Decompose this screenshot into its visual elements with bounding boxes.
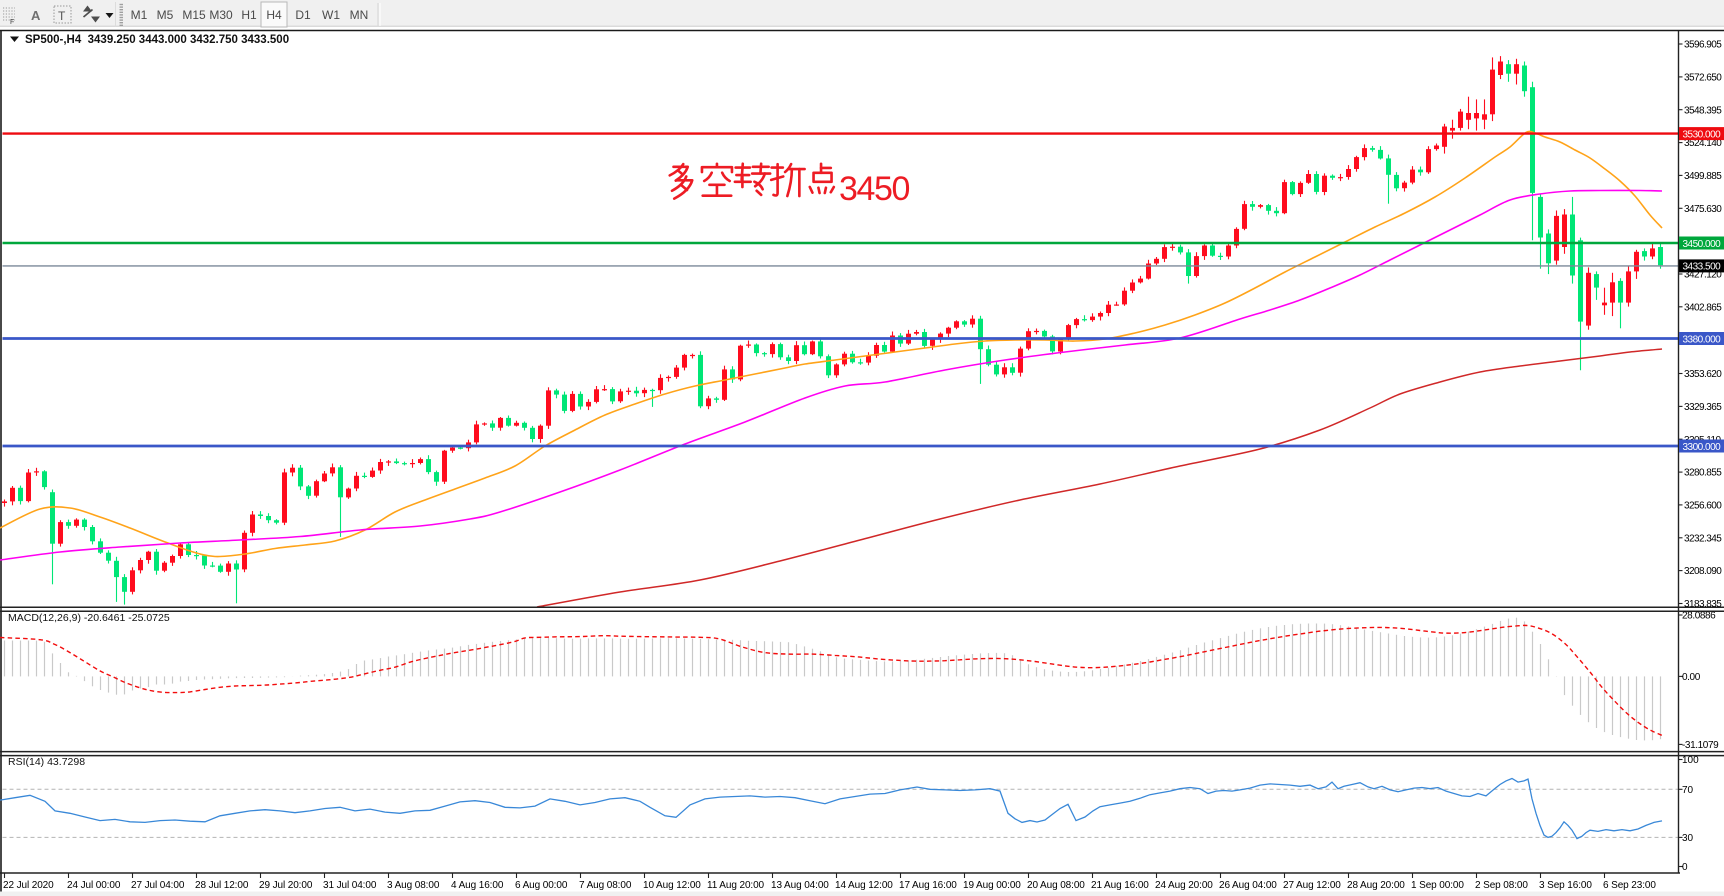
svg-text:21 Aug 16:00: 21 Aug 16:00 xyxy=(1091,880,1149,891)
svg-text:3232.345: 3232.345 xyxy=(1684,533,1722,544)
svg-text:3433.500: 3433.500 xyxy=(1683,262,1722,273)
svg-text:3183.835: 3183.835 xyxy=(1684,599,1722,610)
svg-text:0: 0 xyxy=(1682,862,1688,873)
svg-text:3300.000: 3300.000 xyxy=(1683,442,1722,453)
svg-text:3530.000: 3530.000 xyxy=(1683,129,1722,140)
svg-text:28.0886: 28.0886 xyxy=(1682,611,1716,622)
svg-text:M1: M1 xyxy=(131,8,148,22)
svg-text:19 Aug 00:00: 19 Aug 00:00 xyxy=(963,880,1021,891)
svg-text:F: F xyxy=(10,19,14,26)
svg-text:6 Sep 23:00: 6 Sep 23:00 xyxy=(1603,880,1656,891)
svg-text:3572.650: 3572.650 xyxy=(1684,73,1722,84)
svg-text:17 Aug 16:00: 17 Aug 16:00 xyxy=(899,880,957,891)
svg-text:1 Sep 00:00: 1 Sep 00:00 xyxy=(1411,880,1464,891)
svg-text:3499.885: 3499.885 xyxy=(1684,171,1722,182)
svg-text:27 Jul 04:00: 27 Jul 04:00 xyxy=(131,880,185,891)
svg-text:M5: M5 xyxy=(157,8,174,22)
svg-text:W1: W1 xyxy=(322,8,340,22)
svg-text:70: 70 xyxy=(1682,785,1694,796)
svg-text:100: 100 xyxy=(1682,755,1699,766)
svg-text:24 Aug 20:00: 24 Aug 20:00 xyxy=(1155,880,1213,891)
svg-text:M30: M30 xyxy=(209,8,233,22)
svg-text:H1: H1 xyxy=(241,8,257,22)
svg-text:MACD(12,26,9) -20.6461 -25.072: MACD(12,26,9) -20.6461 -25.0725 xyxy=(8,612,170,624)
svg-text:SP500-,H4 3439.250 3443.000 3: SP500-,H4 3439.250 3443.000 3432.750 343… xyxy=(25,34,289,46)
svg-text:3548.395: 3548.395 xyxy=(1684,105,1722,116)
svg-text:M15: M15 xyxy=(182,8,206,22)
svg-text:3450: 3450 xyxy=(839,170,910,208)
svg-text:3450.000: 3450.000 xyxy=(1683,239,1722,250)
svg-text:28 Jul 12:00: 28 Jul 12:00 xyxy=(195,880,249,891)
svg-text:3208.090: 3208.090 xyxy=(1684,566,1722,577)
svg-text:D1: D1 xyxy=(295,8,311,22)
svg-text:3524.140: 3524.140 xyxy=(1684,138,1722,149)
svg-text:3380.000: 3380.000 xyxy=(1683,334,1722,345)
svg-text:-31.1079: -31.1079 xyxy=(1682,740,1719,751)
svg-text:28 Aug 20:00: 28 Aug 20:00 xyxy=(1347,880,1405,891)
svg-text:26 Aug 04:00: 26 Aug 04:00 xyxy=(1219,880,1277,891)
svg-text:2 Sep 08:00: 2 Sep 08:00 xyxy=(1475,880,1528,891)
svg-text:6 Aug 00:00: 6 Aug 00:00 xyxy=(515,880,568,891)
svg-text:0.00: 0.00 xyxy=(1682,672,1701,683)
svg-text:14 Aug 12:00: 14 Aug 12:00 xyxy=(835,880,893,891)
svg-text:MN: MN xyxy=(350,8,369,22)
svg-text:H4: H4 xyxy=(266,8,282,22)
svg-text:4 Aug 16:00: 4 Aug 16:00 xyxy=(451,880,504,891)
svg-text:27 Aug 12:00: 27 Aug 12:00 xyxy=(1283,880,1341,891)
svg-text:10 Aug 12:00: 10 Aug 12:00 xyxy=(643,880,701,891)
svg-text:3475.630: 3475.630 xyxy=(1684,204,1722,215)
svg-text:3280.855: 3280.855 xyxy=(1684,468,1722,479)
svg-text:3 Sep 16:00: 3 Sep 16:00 xyxy=(1539,880,1592,891)
svg-text:3402.865: 3402.865 xyxy=(1684,302,1722,313)
svg-text:3427.120: 3427.120 xyxy=(1684,270,1722,281)
svg-text:3596.905: 3596.905 xyxy=(1684,40,1722,51)
svg-text:3 Aug 08:00: 3 Aug 08:00 xyxy=(387,880,440,891)
svg-text:30: 30 xyxy=(1682,833,1694,844)
svg-text:A: A xyxy=(31,8,41,23)
svg-text:3353.620: 3353.620 xyxy=(1684,369,1722,380)
svg-text:RSI(14) 43.7298: RSI(14) 43.7298 xyxy=(8,756,85,768)
svg-text:29 Jul 20:00: 29 Jul 20:00 xyxy=(259,880,313,891)
svg-text:7 Aug 08:00: 7 Aug 08:00 xyxy=(579,880,632,891)
svg-text:3256.600: 3256.600 xyxy=(1684,501,1722,512)
svg-text:11 Aug 20:00: 11 Aug 20:00 xyxy=(707,880,765,891)
svg-text:20 Aug 08:00: 20 Aug 08:00 xyxy=(1027,880,1085,891)
svg-text:22 Jul 2020: 22 Jul 2020 xyxy=(3,880,54,891)
svg-text:13 Aug 04:00: 13 Aug 04:00 xyxy=(771,880,829,891)
svg-text:31 Jul 04:00: 31 Jul 04:00 xyxy=(323,880,377,891)
svg-text:T: T xyxy=(58,9,66,23)
svg-text:3329.365: 3329.365 xyxy=(1684,402,1722,413)
svg-text:24 Jul 00:00: 24 Jul 00:00 xyxy=(67,880,121,891)
